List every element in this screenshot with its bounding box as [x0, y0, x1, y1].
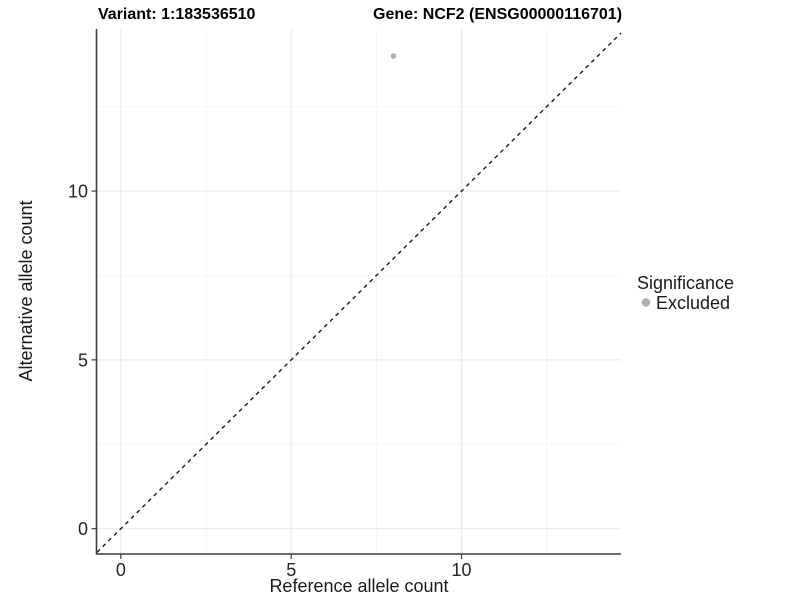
axis-ticks: 0 5 10 0 5 10: [68, 182, 472, 580]
plot-title-variant: Variant: 1:183536510: [98, 6, 256, 23]
y-tick-label: 5: [78, 350, 88, 370]
identity-reference-line: [96, 32, 622, 553]
y-tick-label: 0: [78, 519, 88, 539]
legend: Significance Excluded: [637, 273, 734, 313]
legend-title: Significance: [637, 273, 734, 293]
data-points: [390, 53, 397, 59]
y-axis-title: Alternative allele count: [16, 200, 36, 381]
scatter-point: [390, 53, 397, 59]
legend-item-label: Excluded: [656, 293, 730, 313]
y-tick-label: 10: [68, 182, 88, 202]
legend-key-point-icon: [641, 298, 651, 307]
gridlines: [97, 29, 621, 554]
x-tick-label: 0: [116, 560, 126, 580]
plot-title-gene: Gene: NCF2 (ENSG00000116701): [373, 6, 622, 23]
x-axis-title: Reference allele count: [269, 576, 448, 596]
x-tick-label: 5: [286, 560, 296, 580]
x-tick-label: 10: [452, 560, 472, 580]
